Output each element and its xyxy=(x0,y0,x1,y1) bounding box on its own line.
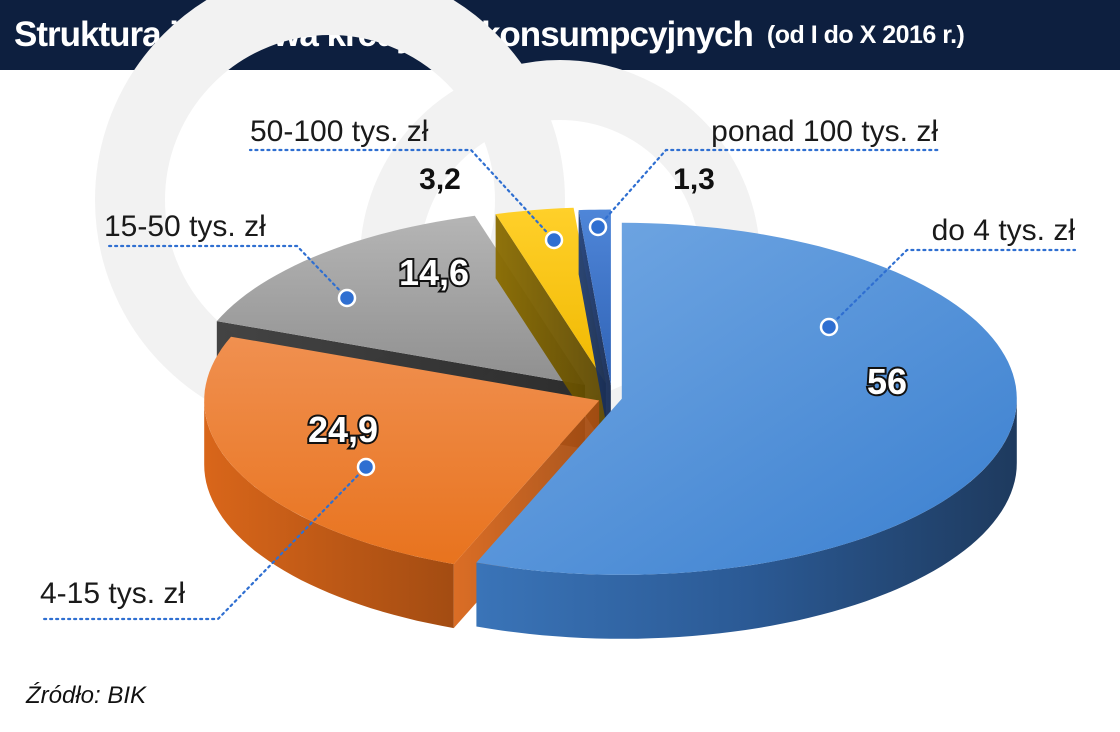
chart-subtitle: (od I do X 2016 r.) xyxy=(766,20,965,49)
slice-50-100k xyxy=(495,207,606,448)
slice-over-100k xyxy=(578,209,611,450)
slice-50-100k-leader-line xyxy=(248,148,556,242)
slice-up-to-4k-side xyxy=(476,398,1017,639)
slice-4-15k-side xyxy=(204,400,454,629)
slice-over-100k-value-label: 1,3 xyxy=(673,163,715,196)
slice-4-15k-top xyxy=(204,336,600,565)
slice-over-100k-category-label: ponad 100 tys. zł xyxy=(711,115,938,148)
slice-up-to-4k-top xyxy=(476,222,1017,575)
slice-up-to-4k-marker-dot xyxy=(819,317,839,337)
slice-15-50k-marker-dot xyxy=(337,288,357,308)
slice-15-50k-category-label: 15-50 tys. zł xyxy=(104,210,266,243)
slice-up-to-4k-value-label: 56 xyxy=(867,361,907,402)
slice-over-100k-leader-line xyxy=(596,148,940,229)
slice-50-100k-marker-dot xyxy=(544,230,564,250)
slice-4-15k-marker-dot xyxy=(356,457,376,477)
slice-4-15k-leader-line xyxy=(40,465,368,621)
slice-over-100k-cut xyxy=(578,210,611,450)
slice-50-100k-cut xyxy=(495,214,606,448)
slice-15-50k-value-label: 14,6 xyxy=(399,252,469,293)
slice-50-100k-category-label: 50-100 tys. zł xyxy=(250,115,429,148)
source-note: Źródło: BIK xyxy=(26,682,147,709)
slice-15-50k-top xyxy=(216,215,586,385)
slice-over-100k-top xyxy=(578,209,611,386)
slice-15-50k-leader-line xyxy=(106,244,349,300)
slice-up-to-4k xyxy=(476,222,1017,639)
slice-over-100k-marker-dot xyxy=(588,217,608,237)
slice-50-100k-top xyxy=(495,207,606,384)
slice-4-15k-category-label: 4-15 tys. zł xyxy=(40,577,185,610)
slice-up-to-4k-category-label: do 4 tys. zł xyxy=(932,214,1076,247)
slice-50-100k-value-label: 3,2 xyxy=(419,163,461,196)
slice-4-15k-value-label: 24,9 xyxy=(308,409,378,450)
slice-up-to-4k-leader-line xyxy=(827,248,1077,329)
